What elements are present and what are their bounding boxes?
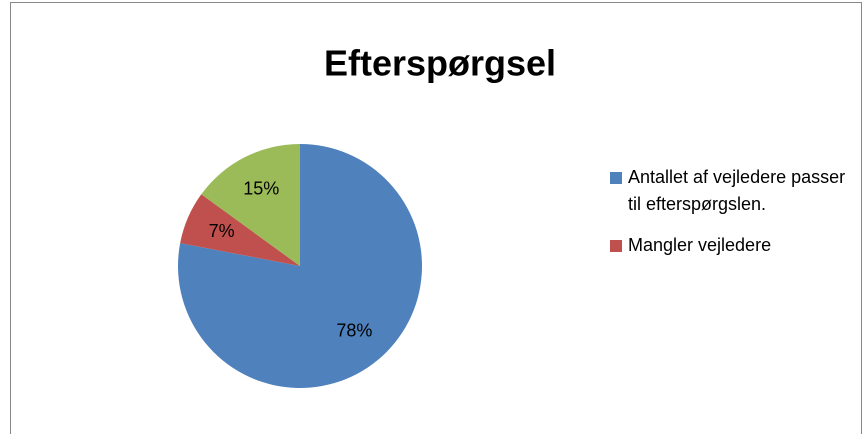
chart-border <box>10 2 862 434</box>
data-label: 7% <box>209 221 235 241</box>
data-label: 78% <box>336 321 372 341</box>
legend-label: Antallet af vejledere passer til eftersp… <box>628 167 846 214</box>
legend-swatch <box>610 172 622 184</box>
chart-title: Efterspørgsel <box>324 43 556 84</box>
data-label: 15% <box>243 179 279 199</box>
pie-slice <box>180 194 300 266</box>
legend-label: Mangler vejledere <box>628 235 772 255</box>
legend: Antallet af vejledere passer til eftersp… <box>610 164 850 273</box>
pie-slice <box>201 144 300 266</box>
legend-item: Antallet af vejledere passer til eftersp… <box>610 164 850 218</box>
legend-swatch <box>610 240 622 252</box>
legend-item: Mangler vejledere <box>610 232 850 259</box>
